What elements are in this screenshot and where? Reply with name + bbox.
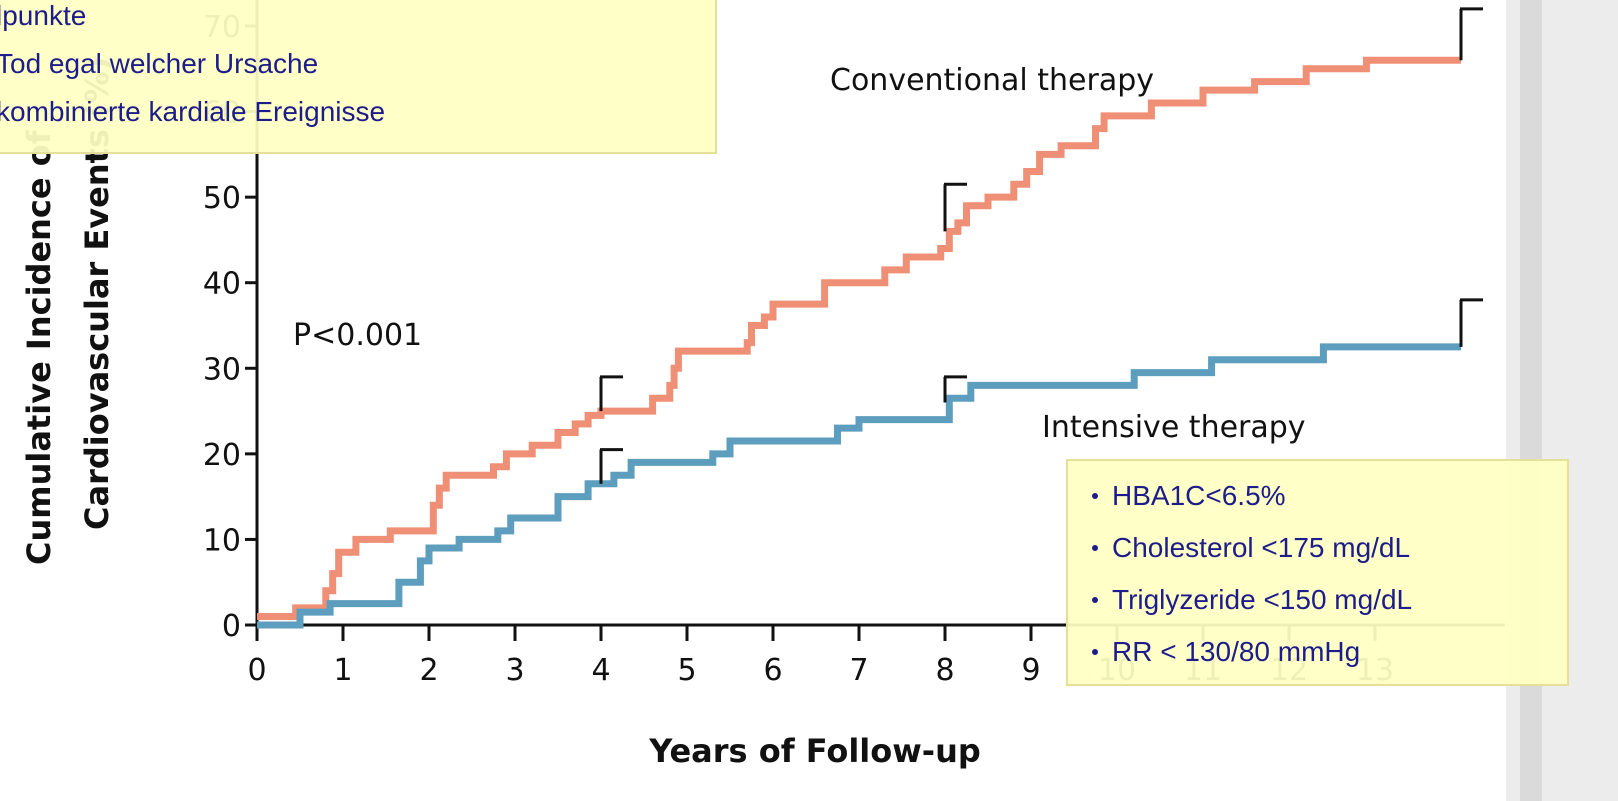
x-tick-label: 3 — [505, 653, 524, 688]
bullet — [1092, 493, 1098, 499]
popup-line: kombinierte kardiale Ereignisse — [0, 96, 385, 127]
x-tick-label: 4 — [591, 653, 610, 688]
y-axis-title: Cumulative Incidence of — [20, 129, 58, 565]
bullet — [1092, 597, 1098, 603]
y-tick-label: 40 — [203, 267, 241, 302]
popup-bullet: Triglyzeride <150 mg/dL — [1112, 584, 1412, 615]
x-tick-label: 2 — [419, 653, 438, 688]
p-value: P<0.001 — [293, 318, 422, 353]
popup-bottom: HBA1C<6.5% Cholesterol <175 mg/dL Triglyze… — [1066, 459, 1569, 686]
popup-line: lpunkte — [0, 0, 86, 31]
x-axis-title: Years of Follow-up — [648, 732, 981, 770]
series-label: Intensive therapy — [1042, 410, 1306, 445]
x-tick-label: 8 — [935, 653, 954, 688]
y-tick-label: 50 — [203, 181, 241, 216]
bullet — [1092, 649, 1098, 655]
bullet — [1092, 545, 1098, 551]
x-tick-label: 9 — [1021, 653, 1040, 688]
popup-box — [0, 0, 717, 154]
step-line — [257, 343, 1461, 629]
popup-bullet: RR < 130/80 mmHg — [1112, 636, 1360, 667]
x-tick-label: 1 — [333, 653, 352, 688]
x-tick-label: 7 — [849, 653, 868, 688]
popup-bullet: Cholesterol <175 mg/dL — [1112, 532, 1410, 563]
step-line — [257, 56, 1461, 620]
x-tick-label: 0 — [247, 653, 266, 688]
y-tick-label: 20 — [203, 438, 241, 473]
y-tick-label: 10 — [203, 523, 241, 558]
popup-line: Tod egal welcher Ursache — [0, 48, 318, 79]
y-tick-label: 0 — [222, 609, 241, 644]
popup-top: lpunkte Tod egal welcher Ursache kombini… — [0, 0, 717, 154]
popup-bullet: HBA1C<6.5% — [1112, 480, 1286, 511]
y-tick-label: 30 — [203, 352, 241, 387]
series-label: Conventional therapy — [830, 63, 1154, 98]
popup-box — [1066, 459, 1569, 686]
x-tick-label: 6 — [763, 653, 782, 688]
x-tick-label: 5 — [677, 653, 696, 688]
